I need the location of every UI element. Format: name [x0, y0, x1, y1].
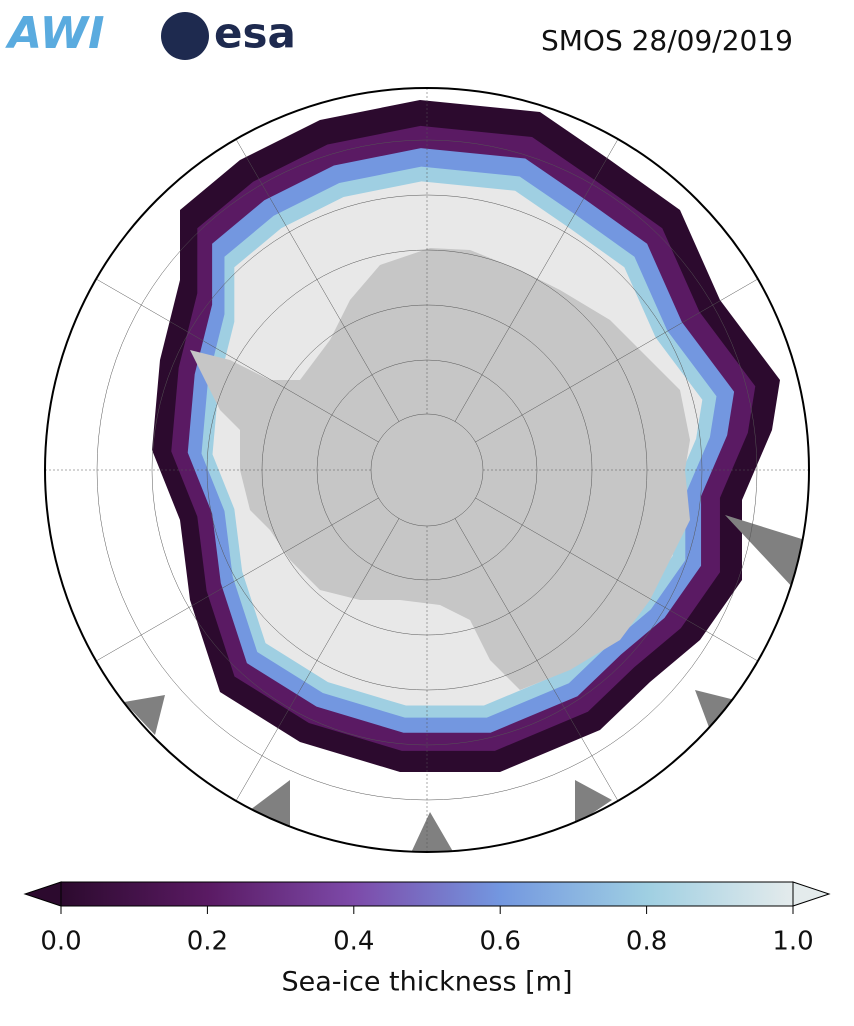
colorbar-ticks: 0.0 0.2 0.4 0.6 0.8 1.0	[40, 906, 814, 957]
latitude-circle	[151, 194, 703, 746]
colorbar-extend-high	[792, 881, 831, 907]
logo-awi: AWI	[5, 8, 105, 59]
meridian	[235, 139, 400, 422]
meridian	[235, 518, 400, 801]
tick-label: 0.8	[626, 927, 667, 957]
meridian	[454, 139, 619, 422]
meridian	[454, 518, 619, 801]
meridian	[475, 497, 758, 662]
tick-label: 0.2	[187, 927, 228, 957]
tick-label: 0.0	[40, 927, 81, 957]
meridian	[475, 278, 758, 443]
colorbar	[60, 881, 794, 907]
meridian	[96, 278, 379, 443]
colorbar-label: Sea-ice thickness [m]	[281, 967, 572, 998]
graticule	[45, 88, 809, 852]
tick-label: 1.0	[772, 927, 813, 957]
antarctica	[190, 248, 690, 690]
tick-label: 0.6	[480, 927, 521, 957]
map	[45, 88, 809, 852]
title: SMOS 28/09/2019	[541, 24, 793, 57]
map-frame	[44, 87, 810, 853]
logo-esa-disc	[161, 12, 209, 60]
meridian	[96, 497, 379, 662]
colorbar-extend-low	[23, 881, 62, 907]
logo-esa: esa	[214, 9, 296, 58]
tick-label: 0.4	[333, 927, 374, 957]
